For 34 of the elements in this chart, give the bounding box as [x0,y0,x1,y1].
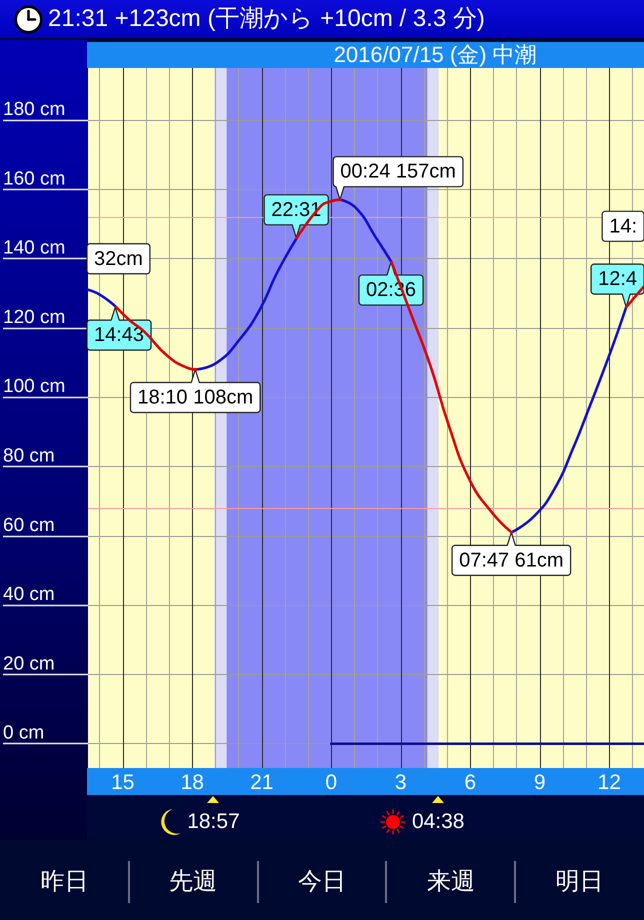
text: 昨日 [39,867,90,897]
y-tick-label: 60 cm [3,514,55,536]
band-label: 18:57 [187,809,240,835]
x-tick-label: 21 [250,771,274,794]
x-tick-label: 6 [464,771,476,794]
y-tick-label: 100 cm [3,376,66,398]
text: 明日 [554,867,605,897]
x-tick-label: 3 [394,771,407,794]
band-label: 04:38 [412,809,464,835]
y-tick-label: 180 cm [3,98,66,120]
text: 今日 [296,867,347,897]
y-tick-label: 0 cm [3,722,44,744]
annotation: 12:4 [598,268,638,290]
y-tick-label: 140 cm [3,238,66,259]
x-tick-label: 18 [180,771,204,794]
y-tick-label: 20 cm [3,653,55,674]
text: 来週 [426,867,476,897]
x-tick-label: 9 [534,771,546,794]
chart-title: 21:31 +123cm (干潮から +10cm / 3.3 分) [48,4,485,34]
x-tick-label: 12 [598,771,621,794]
chart-subtitle: 2016/07/15 (金) 中潮 [334,42,537,68]
x-tick-label: 0 [325,771,338,794]
annotation: 07:47 61cm [459,549,564,572]
annotation: 00:24 157cm [340,160,456,183]
y-tick-label: 80 cm [3,446,55,467]
y-tick-label: 160 cm [3,168,66,190]
annotation: 14: [609,215,638,238]
text: 先週 [168,867,218,897]
x-tick-label: 15 [111,771,134,794]
y-tick-label: 120 cm [3,306,66,328]
y-tick-label: 40 cm [3,584,55,606]
annotation: 18:10 108cm [137,386,254,408]
annotation: 14:43 [94,324,144,346]
annotation: 32cm [94,248,143,270]
